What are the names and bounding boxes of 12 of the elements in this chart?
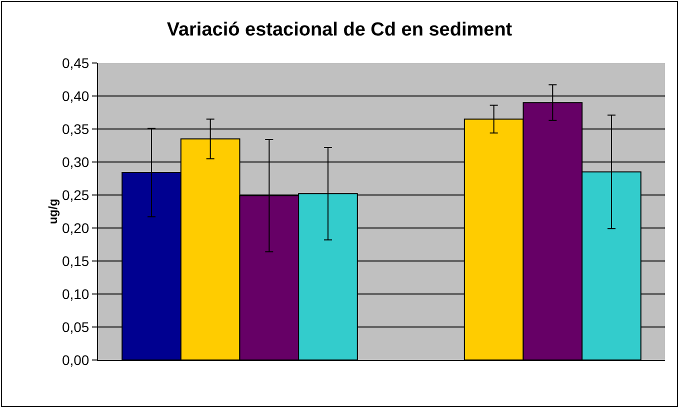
y-tick-label: 0,00 [62,352,90,368]
y-tick-label: 0,05 [62,318,90,335]
y-tick-label: 0,15 [62,252,90,269]
y-tick-label: 0,30 [62,154,90,170]
y-tick-label: 0,25 [62,186,90,203]
chart-title: Variació estacional de Cd en sediment [166,20,513,40]
y-tick-label: 0,10 [62,286,90,302]
y-tick-label: 0,45 [62,54,90,71]
y-tick-label: 0,20 [62,220,90,236]
y-tick-label: 0,40 [62,88,90,104]
y-axis-title: ug/g [46,198,60,224]
y-tick-label: 0,35 [62,120,90,137]
